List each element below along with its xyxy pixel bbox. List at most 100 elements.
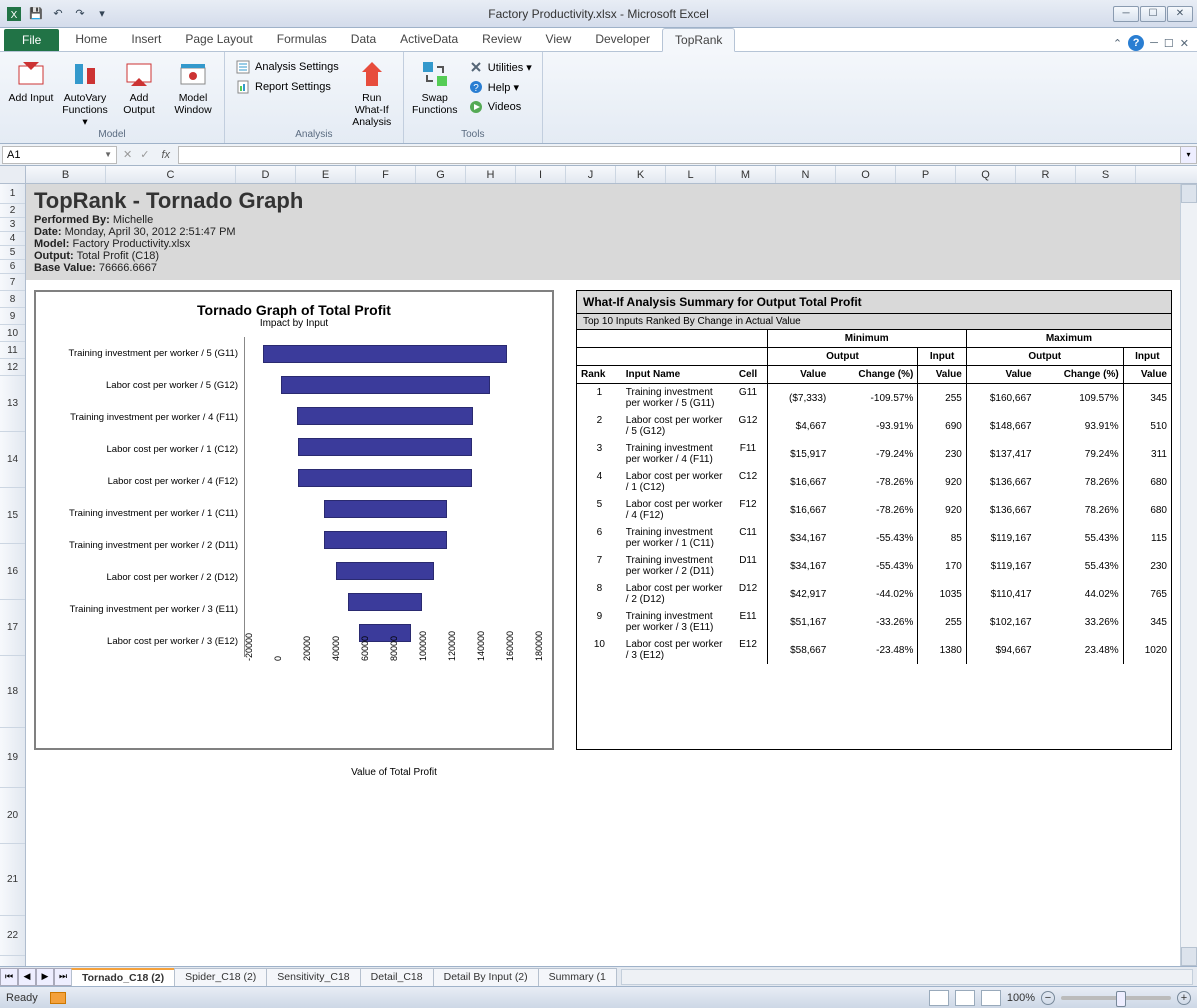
row-header-6[interactable]: 6: [0, 260, 25, 274]
utilities--button[interactable]: Utilities ▾: [464, 58, 536, 76]
excel-icon[interactable]: X: [4, 4, 24, 24]
column-header-D[interactable]: D: [236, 166, 296, 183]
videos-button[interactable]: Videos: [464, 98, 536, 116]
swap-functions-button[interactable]: Swap Functions: [410, 54, 460, 129]
qat-dropdown-icon[interactable]: ▾: [92, 4, 112, 24]
normal-view-button[interactable]: [929, 990, 949, 1006]
row-header-16[interactable]: 16: [0, 544, 25, 600]
column-header-J[interactable]: J: [566, 166, 616, 183]
row-header-22[interactable]: 22: [0, 916, 25, 956]
tornado-chart[interactable]: Tornado Graph of Total Profit Impact by …: [34, 290, 554, 750]
ribbon-tab-view[interactable]: View: [534, 28, 584, 51]
horizontal-scrollbar[interactable]: [621, 969, 1193, 985]
formula-input[interactable]: [178, 146, 1180, 164]
column-header-I[interactable]: I: [516, 166, 566, 183]
last-sheet-button[interactable]: ⏭: [54, 968, 72, 986]
vertical-scrollbar[interactable]: [1180, 184, 1197, 966]
expand-formula-icon[interactable]: ▾: [1180, 146, 1197, 164]
zoom-level[interactable]: 100%: [1007, 992, 1035, 1004]
row-header-17[interactable]: 17: [0, 600, 25, 656]
column-header-L[interactable]: L: [666, 166, 716, 183]
sheet-tab-tornado-c18-2-[interactable]: Tornado_C18 (2): [71, 968, 175, 986]
maximize-button[interactable]: ☐: [1140, 6, 1166, 22]
row-header-4[interactable]: 4: [0, 232, 25, 246]
row-header-18[interactable]: 18: [0, 656, 25, 728]
ribbon-tab-developer[interactable]: Developer: [583, 28, 662, 51]
column-header-G[interactable]: G: [416, 166, 466, 183]
row-header-8[interactable]: 8: [0, 291, 25, 308]
zoom-slider[interactable]: [1061, 996, 1171, 1000]
window-restore-icon[interactable]: ☐: [1164, 37, 1174, 50]
select-all-corner[interactable]: [0, 166, 26, 183]
sheet-content[interactable]: TopRank - Tornado Graph Performed By: Mi…: [26, 184, 1180, 966]
first-sheet-button[interactable]: ⏮: [0, 968, 18, 986]
save-icon[interactable]: 💾: [26, 4, 46, 24]
sheet-tab-detail-c18[interactable]: Detail_C18: [360, 968, 434, 986]
column-header-S[interactable]: S: [1076, 166, 1136, 183]
report-settings-button[interactable]: Report Settings: [231, 78, 343, 96]
column-header-H[interactable]: H: [466, 166, 516, 183]
help--button[interactable]: ?Help ▾: [464, 78, 536, 96]
row-header-9[interactable]: 9: [0, 308, 25, 325]
zoom-out-button[interactable]: −: [1041, 991, 1055, 1005]
minimize-button[interactable]: ─: [1113, 6, 1139, 22]
undo-icon[interactable]: ↶: [48, 4, 68, 24]
ribbon-tab-formulas[interactable]: Formulas: [265, 28, 339, 51]
name-box[interactable]: A1▼: [2, 146, 117, 164]
run-what-if-analysis-button[interactable]: Run What-IfAnalysis: [347, 54, 397, 129]
close-button[interactable]: ✕: [1167, 6, 1193, 22]
column-header-K[interactable]: K: [616, 166, 666, 183]
analysis-settings-button[interactable]: Analysis Settings: [231, 58, 343, 76]
column-header-F[interactable]: F: [356, 166, 416, 183]
column-header-R[interactable]: R: [1016, 166, 1076, 183]
sheet-tab-detail-by-input-2-[interactable]: Detail By Input (2): [433, 968, 539, 986]
row-header-14[interactable]: 14: [0, 432, 25, 488]
row-header-21[interactable]: 21: [0, 844, 25, 916]
redo-icon[interactable]: ↷: [70, 4, 90, 24]
enter-icon[interactable]: ✓: [136, 148, 153, 161]
column-header-O[interactable]: O: [836, 166, 896, 183]
page-layout-view-button[interactable]: [955, 990, 975, 1006]
page-break-view-button[interactable]: [981, 990, 1001, 1006]
ribbon-tab-activedata[interactable]: ActiveData: [388, 28, 470, 51]
autovary-functions--button[interactable]: AutoVary Functions▾: [60, 54, 110, 129]
row-header-5[interactable]: 5: [0, 246, 25, 260]
window-minimize-icon[interactable]: ─: [1150, 37, 1158, 49]
cancel-icon[interactable]: ✕: [119, 148, 136, 161]
row-header-20[interactable]: 20: [0, 788, 25, 844]
add-output-button[interactable]: Add Output: [114, 54, 164, 129]
fx-icon[interactable]: fx: [153, 149, 178, 161]
row-header-11[interactable]: 11: [0, 342, 25, 359]
row-header-13[interactable]: 13: [0, 376, 25, 432]
minimize-ribbon-icon[interactable]: ⌃: [1113, 37, 1122, 50]
model-window-button[interactable]: Model Window: [168, 54, 218, 129]
column-header-M[interactable]: M: [716, 166, 776, 183]
macro-record-icon[interactable]: [50, 992, 66, 1004]
next-sheet-button[interactable]: ▶: [36, 968, 54, 986]
ribbon-tab-toprank[interactable]: TopRank: [662, 28, 735, 52]
prev-sheet-button[interactable]: ◀: [18, 968, 36, 986]
help-icon[interactable]: ?: [1128, 35, 1144, 51]
row-header-12[interactable]: 12: [0, 359, 25, 376]
row-header-3[interactable]: 3: [0, 218, 25, 232]
row-header-1[interactable]: 1: [0, 184, 25, 204]
sheet-tab-summary-1[interactable]: Summary (1: [538, 968, 617, 986]
column-header-P[interactable]: P: [896, 166, 956, 183]
column-header-N[interactable]: N: [776, 166, 836, 183]
row-header-10[interactable]: 10: [0, 325, 25, 342]
window-close-icon[interactable]: ✕: [1180, 37, 1189, 50]
ribbon-tab-page-layout[interactable]: Page Layout: [173, 28, 264, 51]
column-header-B[interactable]: B: [26, 166, 106, 183]
row-header-15[interactable]: 15: [0, 488, 25, 544]
ribbon-tab-home[interactable]: Home: [63, 28, 119, 51]
column-header-C[interactable]: C: [106, 166, 236, 183]
column-header-Q[interactable]: Q: [956, 166, 1016, 183]
column-header-E[interactable]: E: [296, 166, 356, 183]
file-tab[interactable]: File: [4, 29, 59, 51]
row-header-2[interactable]: 2: [0, 204, 25, 218]
ribbon-tab-review[interactable]: Review: [470, 28, 533, 51]
sheet-tab-spider-c18-2-[interactable]: Spider_C18 (2): [174, 968, 267, 986]
sheet-tab-sensitivity-c18[interactable]: Sensitivity_C18: [266, 968, 360, 986]
row-header-7[interactable]: 7: [0, 274, 25, 291]
ribbon-tab-data[interactable]: Data: [339, 28, 388, 51]
